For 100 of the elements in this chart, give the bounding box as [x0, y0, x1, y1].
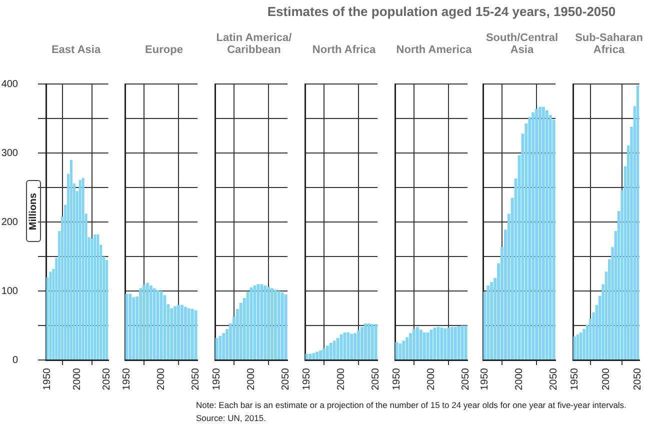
chart-title: Sub-Saharan Africa — [574, 32, 644, 56]
x-tick-label: 2050 — [632, 368, 644, 390]
x-tick-label: 1950 — [42, 368, 54, 390]
bar — [486, 285, 490, 360]
bar — [170, 308, 174, 360]
bar — [582, 328, 586, 360]
bar — [412, 328, 416, 360]
bar — [149, 285, 152, 360]
bar — [139, 288, 142, 360]
bar — [346, 332, 350, 360]
bar — [402, 340, 406, 360]
bar — [146, 282, 149, 360]
y-tick-label: 200 — [1, 216, 18, 228]
bar — [94, 234, 96, 360]
bar — [132, 297, 136, 360]
bar — [152, 288, 156, 360]
x-tick-label: 2000 — [156, 368, 168, 390]
bar — [267, 286, 270, 360]
bar — [360, 326, 364, 360]
chart-title: Europe — [145, 44, 183, 56]
bar — [326, 346, 329, 360]
x-tick-label: 2000 — [600, 368, 612, 390]
bar — [264, 285, 267, 360]
bar — [180, 304, 184, 360]
bar — [573, 336, 576, 360]
bar — [82, 178, 84, 360]
x-tick-label: 2050 — [370, 368, 382, 390]
x-tick-label: 1950 — [211, 368, 222, 390]
x-tick-label: 2050 — [102, 368, 113, 390]
bar — [319, 350, 322, 360]
bar — [184, 306, 187, 360]
bar — [447, 328, 450, 360]
chart-title: South/Central Asia — [484, 32, 560, 56]
bar — [370, 324, 374, 360]
x-tick-label: 1950 — [301, 368, 312, 390]
x-tick-label: 1950 — [479, 368, 490, 390]
bar — [260, 284, 264, 360]
bar — [128, 294, 132, 360]
chart-title: East Asia — [51, 44, 101, 56]
bar — [532, 112, 535, 360]
bar — [406, 337, 409, 360]
bar — [422, 332, 426, 360]
bar — [190, 308, 194, 360]
bar — [490, 282, 494, 360]
bar — [332, 340, 336, 360]
chart-title: Latin America/Caribbean — [215, 32, 293, 56]
y-tick-label: 0 — [12, 354, 18, 366]
bar — [316, 352, 319, 360]
bar — [367, 323, 370, 360]
bar — [277, 291, 280, 360]
bar — [336, 338, 340, 360]
bar — [636, 85, 640, 360]
bar — [96, 234, 100, 360]
bar — [142, 284, 146, 360]
text: Note: Each bar is an estimate or a projection of the number of 15 to 24 year olds for one year at five-year intervals. — [196, 400, 626, 410]
bar — [322, 348, 326, 360]
bar — [90, 238, 94, 360]
bar — [357, 330, 360, 360]
x-tick-label: 2050 — [280, 368, 292, 390]
chart-title: North Africa — [312, 44, 376, 56]
bar — [78, 180, 82, 360]
bar — [416, 326, 419, 360]
bar — [426, 332, 430, 360]
bar — [270, 288, 274, 360]
x-tick-label: 2000 — [514, 368, 526, 390]
bar — [354, 333, 357, 360]
bar — [457, 326, 460, 360]
bar — [454, 326, 457, 360]
bar — [419, 330, 422, 360]
x-tick-label: 1950 — [569, 368, 580, 390]
y-axis-title: Millions — [28, 192, 40, 230]
x-tick-label: 2000 — [426, 368, 438, 390]
x-tick-label: 1950 — [391, 368, 402, 390]
bar — [545, 110, 548, 360]
bar — [576, 334, 580, 360]
chart-title: North America — [396, 44, 472, 56]
x-tick-label: 1950 — [121, 368, 132, 390]
bar — [460, 326, 464, 360]
bar — [398, 343, 402, 360]
bar — [187, 308, 190, 360]
bar — [49, 272, 52, 360]
bar — [312, 353, 316, 360]
x-tick-label: 2050 — [460, 368, 472, 390]
bar — [194, 310, 198, 360]
bar — [464, 326, 468, 360]
source-note: Source: UN, 2015. — [196, 413, 266, 423]
bar — [284, 294, 288, 360]
bar — [280, 292, 284, 360]
y-tick-label: 300 — [1, 148, 18, 159]
bar — [450, 326, 454, 360]
bar — [177, 304, 180, 360]
bar — [174, 306, 177, 360]
y-tick-label: 100 — [1, 286, 18, 297]
bar — [218, 336, 222, 360]
bar — [538, 106, 542, 360]
bar — [329, 342, 332, 360]
bar — [364, 323, 367, 360]
bar — [256, 284, 260, 360]
bar — [308, 354, 312, 360]
bar — [542, 106, 545, 360]
